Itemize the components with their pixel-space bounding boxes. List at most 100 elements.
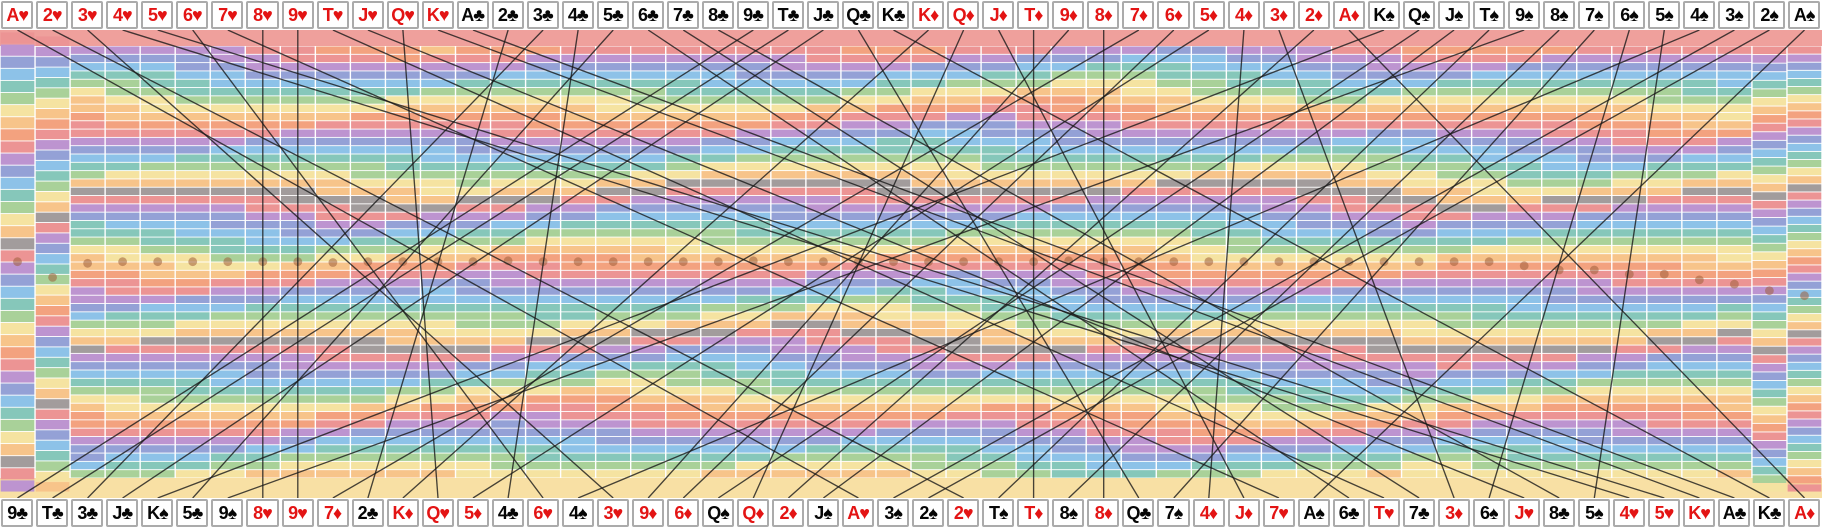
trace-lines-layer: [17, 30, 1805, 498]
top-card-tile: K♣: [877, 1, 910, 29]
bottom-card-tile: A♥: [842, 499, 875, 527]
top-card-tile: Q♦: [947, 1, 980, 29]
bottom-card-tile: A♦: [1788, 499, 1821, 527]
top-card-tile: A♦: [1332, 1, 1365, 29]
top-card-tile: 2♣: [491, 1, 524, 29]
top-card-tile: 9♦: [1052, 1, 1085, 29]
bottom-card-tile: A♠: [1297, 499, 1330, 527]
shuffle-canvas: [0, 30, 1822, 498]
bottom-card-tile: 5♠: [1577, 499, 1610, 527]
top-card-tile: 9♥: [281, 1, 314, 29]
bottom-card-tile: 7♠: [1157, 499, 1190, 527]
top-card-tile: 3♦: [1262, 1, 1295, 29]
top-card-tile: 8♣: [701, 1, 734, 29]
bottom-card-row: 9♣ T♣ 3♣ J♣ K♠ 5♣ 9♠ 8♥ 9♥ 7♦ 2♣ K♦ Q♥ 5♦ 4♣ 6♥ 4♠ 3♥ 9♦ 6♦…: [0, 498, 1822, 528]
bottom-card-tile: 9♥: [281, 499, 314, 527]
bottom-card-tile: Q♦: [737, 499, 770, 527]
bottom-card-tile: 9♣: [1, 499, 34, 527]
top-card-tile: 7♥: [211, 1, 244, 29]
bottom-card-tile: 2♣: [351, 499, 384, 527]
top-card-tile: 6♦: [1157, 1, 1190, 29]
top-card-tile: J♠: [1437, 1, 1470, 29]
top-card-tile: Q♣: [842, 1, 875, 29]
top-card-tile: 2♠: [1753, 1, 1786, 29]
bottom-card-tile: Q♠: [701, 499, 734, 527]
top-card-tile: 7♣: [666, 1, 699, 29]
bottom-card-tile: K♥: [1683, 499, 1716, 527]
bottom-card-tile: 3♣: [71, 499, 104, 527]
bottom-card-tile: T♦: [1017, 499, 1050, 527]
bottom-card-tile: A♣: [1718, 499, 1751, 527]
top-card-tile: J♣: [807, 1, 840, 29]
bottom-card-tile: 7♣: [1402, 499, 1435, 527]
top-card-tile: 4♦: [1227, 1, 1260, 29]
top-card-tile: K♠: [1367, 1, 1400, 29]
bottom-card-tile: 2♠: [912, 499, 945, 527]
bottom-card-tile: 6♥: [526, 499, 559, 527]
top-card-tile: 9♠: [1507, 1, 1540, 29]
top-card-tile: K♦: [912, 1, 945, 29]
top-card-tile: 6♣: [631, 1, 664, 29]
bottom-card-tile: J♣: [106, 499, 139, 527]
bottom-card-tile: 2♥: [947, 499, 980, 527]
bottom-card-tile: T♠: [982, 499, 1015, 527]
top-card-tile: T♠: [1472, 1, 1505, 29]
bottom-card-tile: 7♥: [1262, 499, 1295, 527]
top-card-tile: T♥: [316, 1, 349, 29]
bottom-card-tile: 6♠: [1472, 499, 1505, 527]
top-card-tile: 5♥: [141, 1, 174, 29]
bottom-card-tile: Q♥: [421, 499, 454, 527]
bottom-card-tile: 3♥: [596, 499, 629, 527]
top-card-tile: A♠: [1788, 1, 1821, 29]
top-card-tile: 8♠: [1542, 1, 1575, 29]
bottom-card-tile: 8♦: [1087, 499, 1120, 527]
top-card-tile: 9♣: [737, 1, 770, 29]
bottom-card-tile: K♠: [141, 499, 174, 527]
bottom-card-tile: 9♦: [631, 499, 664, 527]
top-card-tile: 7♠: [1577, 1, 1610, 29]
bottom-card-tile: 4♦: [1192, 499, 1225, 527]
top-card-tile: 3♣: [526, 1, 559, 29]
top-card-tile: 3♥: [71, 1, 104, 29]
bottom-card-tile: K♦: [386, 499, 419, 527]
bottom-card-tile: J♠: [807, 499, 840, 527]
bottom-card-tile: 4♥: [1612, 499, 1645, 527]
top-card-row: A♥ 2♥ 3♥ 4♥ 5♥ 6♥ 7♥ 8♥ 9♥ T♥ J♥ Q♥ K♥ A♣ 2♣ 3♣ 4♣ 5♣ 6♣ 7♣…: [0, 0, 1822, 30]
top-card-tile: J♦: [982, 1, 1015, 29]
bottom-card-tile: T♥: [1367, 499, 1400, 527]
top-card-tile: J♥: [351, 1, 384, 29]
top-card-tile: K♥: [421, 1, 454, 29]
top-card-tile: 5♣: [596, 1, 629, 29]
top-card-tile: 6♠: [1612, 1, 1645, 29]
bottom-card-tile: 8♣: [1542, 499, 1575, 527]
bottom-card-tile: J♦: [1227, 499, 1260, 527]
bottom-card-tile: 5♦: [456, 499, 489, 527]
bottom-card-tile: 3♦: [1437, 499, 1470, 527]
top-card-tile: 7♦: [1122, 1, 1155, 29]
bottom-card-tile: Q♣: [1122, 499, 1155, 527]
bottom-card-tile: 4♣: [491, 499, 524, 527]
top-card-tile: T♣: [772, 1, 805, 29]
top-card-tile: 6♥: [176, 1, 209, 29]
top-card-tile: 2♦: [1297, 1, 1330, 29]
top-card-tile: A♣: [456, 1, 489, 29]
bottom-card-tile: 6♣: [1332, 499, 1365, 527]
bottom-card-tile: 5♣: [176, 499, 209, 527]
bottom-card-tile: 5♥: [1648, 499, 1681, 527]
bottom-card-tile: 8♥: [246, 499, 279, 527]
bottom-card-tile: 7♦: [316, 499, 349, 527]
bottom-card-tile: J♥: [1507, 499, 1540, 527]
top-card-tile: 5♠: [1648, 1, 1681, 29]
top-card-tile: 5♦: [1192, 1, 1225, 29]
top-card-tile: 4♣: [561, 1, 594, 29]
top-card-tile: 2♥: [36, 1, 69, 29]
bottom-card-tile: T♣: [36, 499, 69, 527]
bottom-card-tile: 9♠: [211, 499, 244, 527]
top-card-tile: Q♠: [1402, 1, 1435, 29]
top-card-tile: 8♥: [246, 1, 279, 29]
bottom-card-tile: 8♠: [1052, 499, 1085, 527]
bottom-card-tile: K♣: [1753, 499, 1786, 527]
top-card-tile: 8♦: [1087, 1, 1120, 29]
top-card-tile: A♥: [1, 1, 34, 29]
